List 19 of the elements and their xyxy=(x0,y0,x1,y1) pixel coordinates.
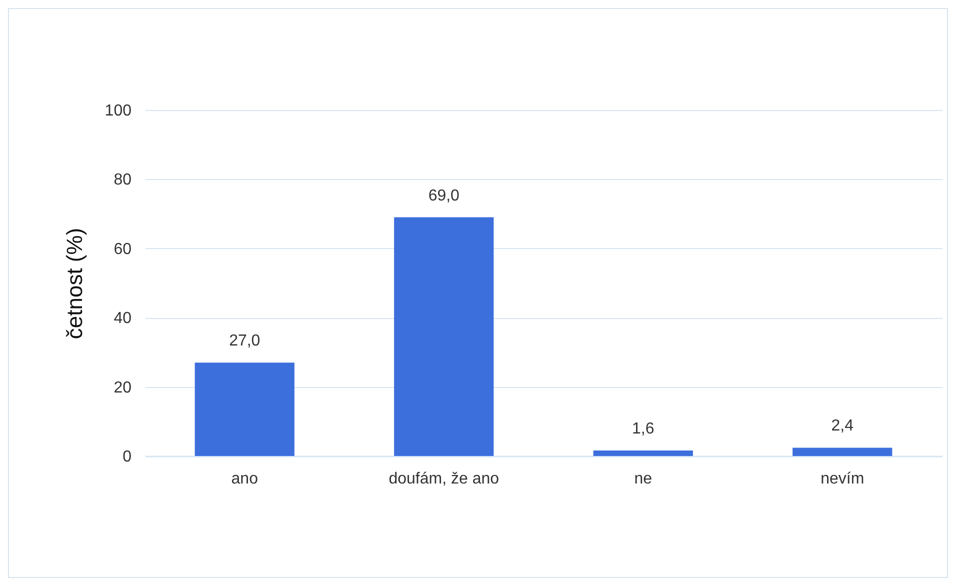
y-axis-title: četnost (%) xyxy=(62,228,87,340)
y-tick-label: 40 xyxy=(114,310,132,328)
data-label: 1,6 xyxy=(632,420,654,438)
x-tick-label: ne xyxy=(634,470,652,488)
bar xyxy=(194,362,294,456)
data-label: 69,0 xyxy=(428,187,460,204)
y-tick-label: 20 xyxy=(114,379,132,396)
x-tick-label: nevím xyxy=(820,470,864,488)
data-label: 2,4 xyxy=(831,418,854,435)
bar xyxy=(394,217,494,456)
data-label: 27,0 xyxy=(229,332,260,350)
y-tick-label: 100 xyxy=(104,102,132,120)
y-tick-label: 80 xyxy=(114,172,132,189)
x-tick-label: doufám, že ano xyxy=(388,470,500,488)
x-tick-label: ano xyxy=(231,470,258,488)
y-tick-label: 0 xyxy=(122,448,132,466)
bar xyxy=(792,448,892,456)
bar xyxy=(593,450,693,456)
y-tick-label: 60 xyxy=(114,240,132,258)
